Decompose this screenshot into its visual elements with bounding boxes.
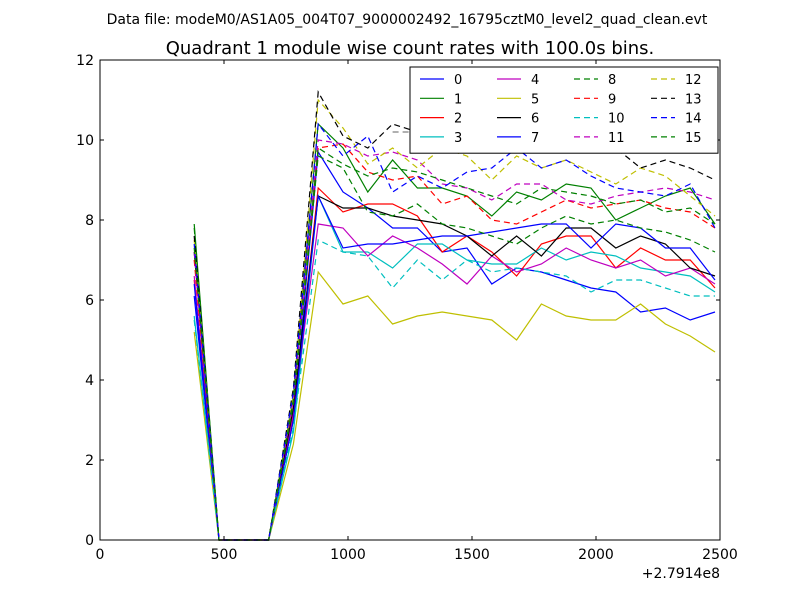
legend-label: 9: [608, 92, 616, 107]
x-tick-label: 1000: [330, 547, 366, 563]
legend-label: 15: [685, 131, 702, 146]
x-tick-label: 0: [96, 547, 105, 563]
y-tick-label: 4: [85, 373, 94, 389]
legend-label: 12: [685, 73, 702, 88]
series-line-4: [193, 223, 716, 541]
y-tick-label: 2: [85, 453, 94, 469]
legend-label: 7: [531, 131, 539, 146]
series-line-3: [193, 193, 716, 541]
legend-label: 10: [608, 112, 625, 127]
legend-label: 1: [454, 92, 462, 107]
y-tick-label: 8: [85, 213, 94, 229]
series-line-9: [193, 143, 716, 541]
legend-label: 3: [454, 131, 462, 146]
y-tick-label: 6: [85, 293, 94, 309]
series-line-10: [193, 239, 715, 541]
y-tick-label: 12: [76, 53, 94, 69]
series-layer: [193, 90, 716, 541]
x-tick-label: 500: [211, 547, 238, 563]
series-line-14: [193, 122, 716, 541]
legend-box: [409, 66, 719, 154]
legend-label: 8: [608, 73, 616, 88]
series-line-15: [193, 146, 716, 541]
series-line-7: [193, 193, 716, 541]
y-tick-label: 10: [76, 133, 94, 149]
series-line-6: [193, 195, 716, 541]
y-tick-label: 0: [85, 533, 94, 549]
series-line-11: [193, 139, 716, 541]
series-line-8: [193, 155, 716, 541]
series-line-2: [193, 186, 716, 541]
series-line-5: [193, 270, 716, 541]
chart-title: Quadrant 1 module wise count rates with …: [166, 38, 655, 59]
data-file-label: Data file: modeM0/AS1A05_004T07_90000024…: [107, 12, 708, 28]
legend-label: 5: [531, 92, 539, 107]
legend-label: 6: [531, 112, 539, 127]
x-offset-label: +2.7914e8: [642, 566, 720, 582]
legend-label: 2: [454, 112, 462, 127]
legend-label: 13: [685, 92, 702, 107]
legend-label: 4: [531, 73, 539, 88]
series-line-12: [193, 98, 716, 541]
legend-label: 14: [685, 112, 702, 127]
legend-label: 0: [454, 73, 462, 88]
x-tick-label: 1500: [454, 547, 490, 563]
legend-label: 11: [608, 131, 625, 146]
x-tick-label: 2000: [578, 547, 614, 563]
x-tick-label: 2500: [702, 547, 738, 563]
series-line-13: [193, 90, 716, 541]
